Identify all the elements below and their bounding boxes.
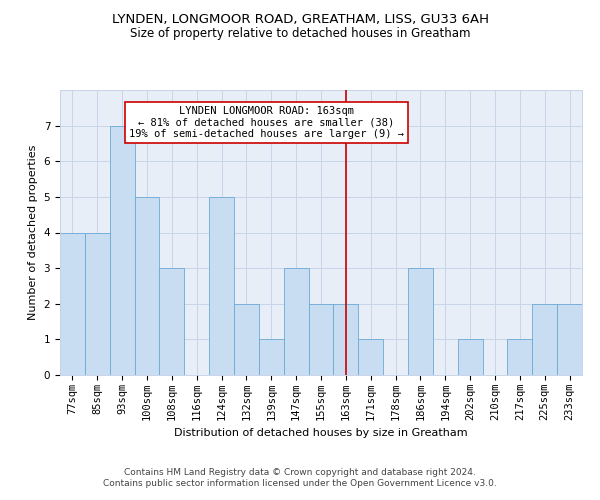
Y-axis label: Number of detached properties: Number of detached properties	[28, 145, 38, 320]
Bar	[408, 268, 433, 375]
Bar	[557, 304, 582, 375]
Bar	[85, 232, 110, 375]
Bar	[259, 340, 284, 375]
Bar	[209, 197, 234, 375]
Bar	[458, 340, 482, 375]
Bar	[234, 304, 259, 375]
Bar	[358, 340, 383, 375]
Text: LYNDEN LONGMOOR ROAD: 163sqm
← 81% of detached houses are smaller (38)
19% of se: LYNDEN LONGMOOR ROAD: 163sqm ← 81% of de…	[129, 106, 404, 139]
Bar	[508, 340, 532, 375]
Bar	[334, 304, 358, 375]
Bar	[532, 304, 557, 375]
X-axis label: Distribution of detached houses by size in Greatham: Distribution of detached houses by size …	[174, 428, 468, 438]
Bar	[110, 126, 134, 375]
Text: LYNDEN, LONGMOOR ROAD, GREATHAM, LISS, GU33 6AH: LYNDEN, LONGMOOR ROAD, GREATHAM, LISS, G…	[112, 12, 488, 26]
Bar	[284, 268, 308, 375]
Bar	[308, 304, 334, 375]
Bar	[134, 197, 160, 375]
Text: Contains HM Land Registry data © Crown copyright and database right 2024.
Contai: Contains HM Land Registry data © Crown c…	[103, 468, 497, 487]
Text: Size of property relative to detached houses in Greatham: Size of property relative to detached ho…	[130, 28, 470, 40]
Bar	[60, 232, 85, 375]
Bar	[160, 268, 184, 375]
